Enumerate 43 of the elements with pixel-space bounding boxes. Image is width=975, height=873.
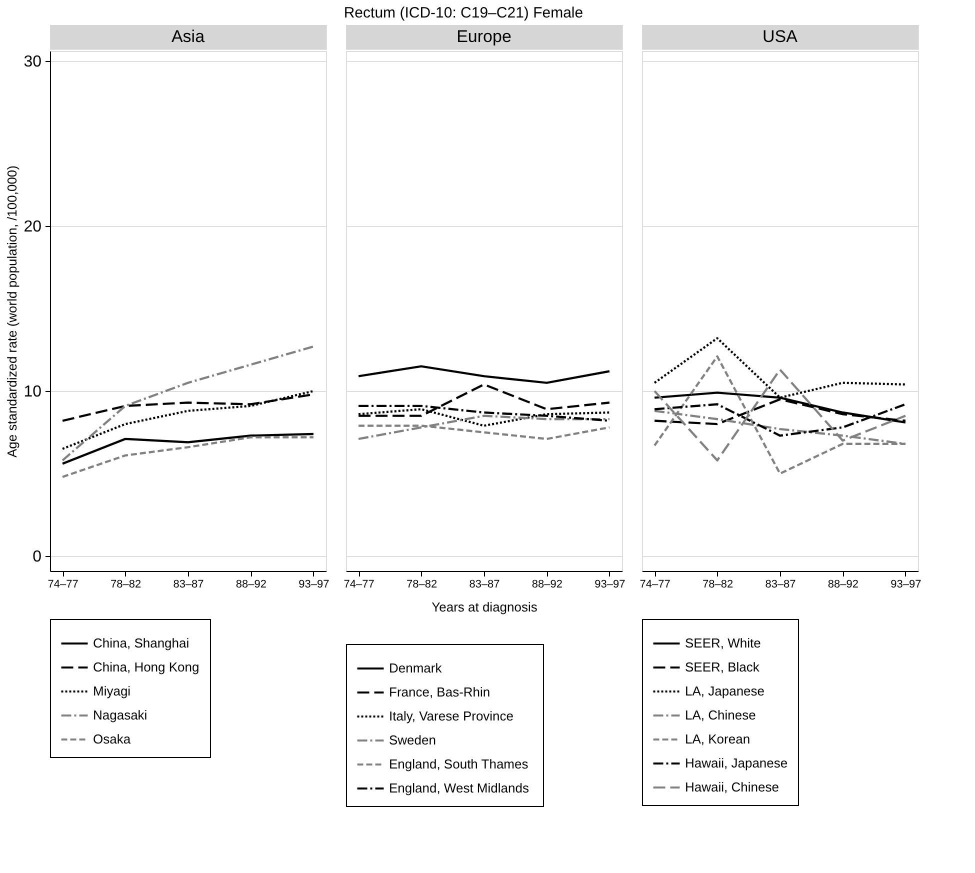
x-tick-label: 74–77 xyxy=(640,578,670,590)
y-tick-label: 0 xyxy=(32,548,42,566)
legend-label: LA, Chinese xyxy=(685,708,756,722)
text: Rectum (ICD-10: C19–C21) Female xyxy=(344,4,584,22)
x-axis-title: Years at diagnosis xyxy=(432,600,538,614)
x-tick-label: 88–92 xyxy=(828,578,859,590)
legend-label: Sweden xyxy=(389,732,436,748)
x-tick-label: 88–92 xyxy=(532,578,563,590)
legend-label: SEER, Black xyxy=(685,660,760,674)
legend-label: Osaka xyxy=(93,732,132,746)
legend-label: China, Hong Kong xyxy=(93,660,200,674)
x-tick-label: 78–82 xyxy=(110,578,142,590)
legend-label: France, Bas-Rhin xyxy=(389,684,490,700)
legend-label: Miyagi xyxy=(93,684,131,698)
x-tick-label: 83–87 xyxy=(765,578,796,590)
legend-label: England, South Thames xyxy=(389,756,529,772)
legend-label: SEER, White xyxy=(685,636,761,650)
legend-label: Italy, Varese Province xyxy=(389,708,514,724)
legend-label: China, Shanghai xyxy=(93,636,190,650)
x-tick-label: 93–97 xyxy=(594,578,626,590)
y-axis-title: Age standardized rate (world population, /100,000) xyxy=(4,166,20,458)
legend-label: Hawaii, Chinese xyxy=(685,780,779,794)
x-tick-label: 83–87 xyxy=(469,578,500,590)
chart-title: USA xyxy=(762,27,798,46)
legend-label: Hawaii, Japanese xyxy=(685,756,788,770)
y-tick-label: 20 xyxy=(24,218,42,236)
y-tick-label: 10 xyxy=(24,384,42,401)
x-tick-label: 78–82 xyxy=(702,578,734,590)
x-tick-label: 78–82 xyxy=(406,578,438,590)
x-tick-label: 88–92 xyxy=(236,578,267,590)
legend-label: England, West Midlands xyxy=(389,780,530,796)
legend-label: LA, Japanese xyxy=(685,684,765,698)
x-tick-label: 83–87 xyxy=(173,578,204,590)
legend-label: LA, Korean xyxy=(685,732,750,746)
x-tick-label: 93–97 xyxy=(890,578,922,590)
x-tick-label: 93–97 xyxy=(298,578,330,590)
legend-label: Nagasaki xyxy=(93,708,148,722)
chart-title: Europe xyxy=(456,27,512,46)
legend-label: Denmark xyxy=(389,660,442,676)
chart-title: Asia xyxy=(171,27,206,46)
x-tick-label: 74–77 xyxy=(344,578,374,590)
y-tick-label: 30 xyxy=(24,53,42,70)
x-tick-label: 74–77 xyxy=(48,578,78,590)
